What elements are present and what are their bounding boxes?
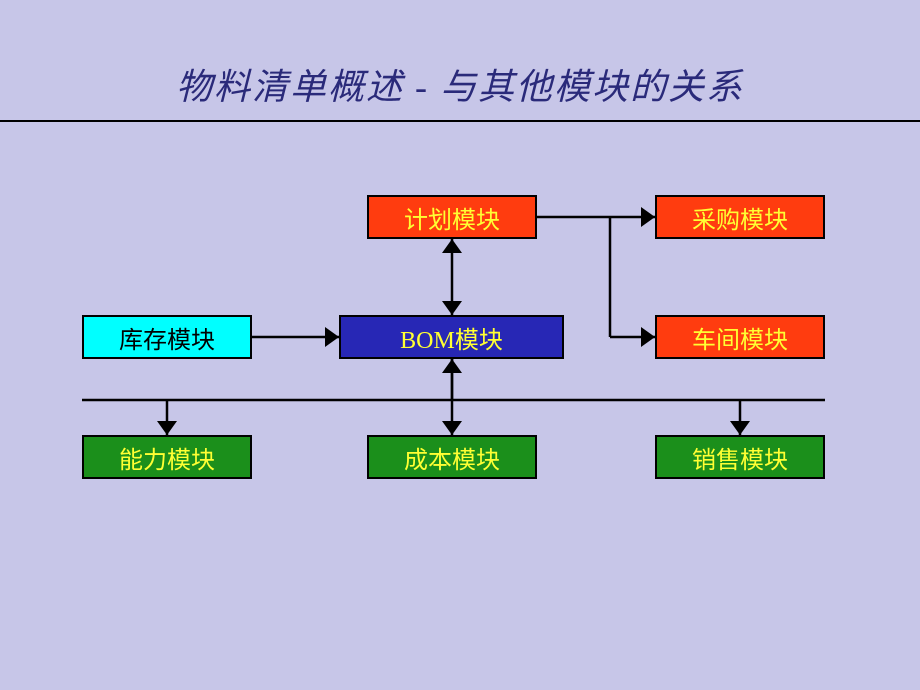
node-cost: 成本模块 bbox=[367, 435, 537, 479]
slide-title: 物料清单概述 - 与其他模块的关系 bbox=[0, 58, 920, 110]
node-inventory: 库存模块 bbox=[82, 315, 252, 359]
slide: 物料清单概述 - 与其他模块的关系 计划模块 采购模块库存模块 BOM模块 车间模块能… bbox=[0, 0, 920, 690]
node-purchase: 采购模块 bbox=[655, 195, 825, 239]
node-capacity: 能力模块 bbox=[82, 435, 252, 479]
node-label: 销售模块 bbox=[692, 440, 788, 475]
node-sales: 销售模块 bbox=[655, 435, 825, 479]
title-underline bbox=[0, 120, 920, 122]
node-label: 库存模块 bbox=[119, 320, 215, 355]
node-label: 成本模块 bbox=[404, 440, 500, 475]
node-label: BOM模块 bbox=[400, 320, 503, 355]
node-plan: 计划模块 bbox=[367, 195, 537, 239]
node-label: 采购模块 bbox=[692, 200, 788, 235]
node-label: 车间模块 bbox=[692, 320, 788, 355]
node-workshop: 车间模块 bbox=[655, 315, 825, 359]
node-bom: BOM模块 bbox=[339, 315, 564, 359]
node-label: 能力模块 bbox=[119, 440, 215, 475]
node-label: 计划模块 bbox=[404, 200, 500, 235]
